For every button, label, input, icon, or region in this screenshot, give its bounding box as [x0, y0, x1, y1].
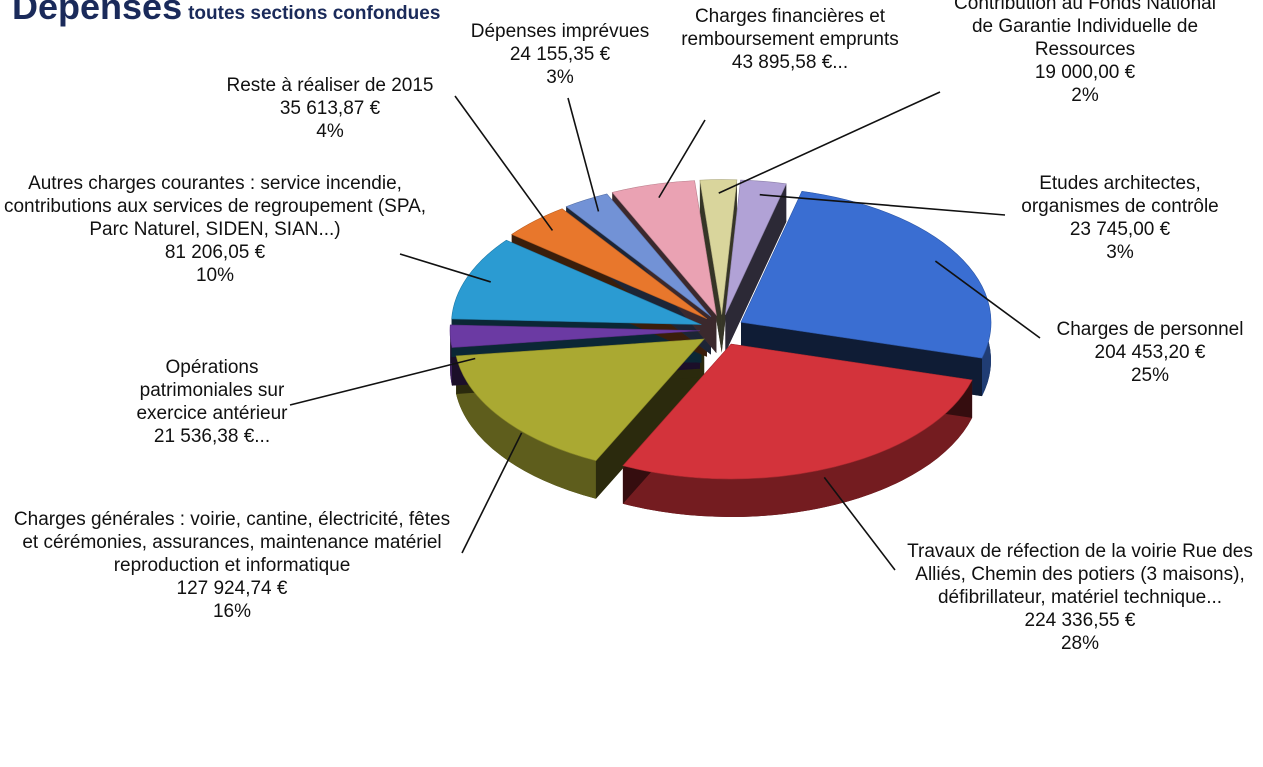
label-name: Travaux de réfection de la voirie Rue de…: [900, 540, 1260, 609]
label-name: Etudes architectes, organismes de contrô…: [1000, 172, 1240, 218]
label-percent: 25%: [1035, 364, 1263, 387]
leader-line: [290, 359, 475, 405]
leader-line: [462, 433, 522, 553]
chart-subtitle: toutes sections confondues: [188, 3, 440, 24]
label-value: 21 536,38 €...: [122, 425, 302, 448]
label-value: 43 895,58 €...: [670, 51, 910, 74]
label-name: Contribution au Fonds National de Garant…: [950, 0, 1220, 61]
label-name: Opérations patrimoniales sur exercice an…: [122, 356, 302, 425]
slice-label: Charges financières et remboursement emp…: [670, 5, 910, 74]
slice-label: Etudes architectes, organismes de contrô…: [1000, 172, 1240, 264]
label-value: 204 453,20 €: [1035, 341, 1263, 364]
leader-line: [568, 98, 598, 211]
label-value: 19 000,00 €: [950, 61, 1220, 84]
label-value: 35 613,87 €: [200, 97, 460, 120]
label-percent: 16%: [7, 600, 457, 623]
label-name: Dépenses imprévues: [445, 20, 675, 43]
slice-label: Opérations patrimoniales sur exercice an…: [122, 356, 302, 448]
label-percent: 4%: [200, 120, 460, 143]
label-name: Autres charges courantes : service incen…: [0, 172, 435, 241]
leader-line: [719, 92, 940, 193]
label-percent: 3%: [445, 66, 675, 89]
title-block: Dépenses toutes sections confondues: [12, 0, 440, 28]
label-name: Reste à réaliser de 2015: [200, 74, 460, 97]
page: Dépenses toutes sections confondues Contr…: [0, 0, 1263, 767]
leader-line: [455, 96, 552, 230]
label-value: 23 745,00 €: [1000, 218, 1240, 241]
label-value: 224 336,55 €: [900, 609, 1260, 632]
slice-label: Contribution au Fonds National de Garant…: [950, 0, 1220, 107]
label-percent: 28%: [900, 632, 1260, 655]
label-value: 127 924,74 €: [7, 577, 457, 600]
label-name: Charges financières et remboursement emp…: [670, 5, 910, 51]
label-percent: 10%: [0, 264, 435, 287]
slice-label: Autres charges courantes : service incen…: [0, 172, 435, 287]
label-percent: 2%: [950, 84, 1220, 107]
label-name: Charges de personnel: [1035, 318, 1263, 341]
slice-label: Travaux de réfection de la voirie Rue de…: [900, 540, 1260, 655]
label-percent: 3%: [1000, 241, 1240, 264]
label-name: Charges générales : voirie, cantine, éle…: [7, 508, 457, 577]
chart-title: Dépenses: [12, 0, 182, 27]
slice-label: Charges générales : voirie, cantine, éle…: [7, 508, 457, 623]
label-value: 24 155,35 €: [445, 43, 675, 66]
label-value: 81 206,05 €: [0, 241, 435, 264]
